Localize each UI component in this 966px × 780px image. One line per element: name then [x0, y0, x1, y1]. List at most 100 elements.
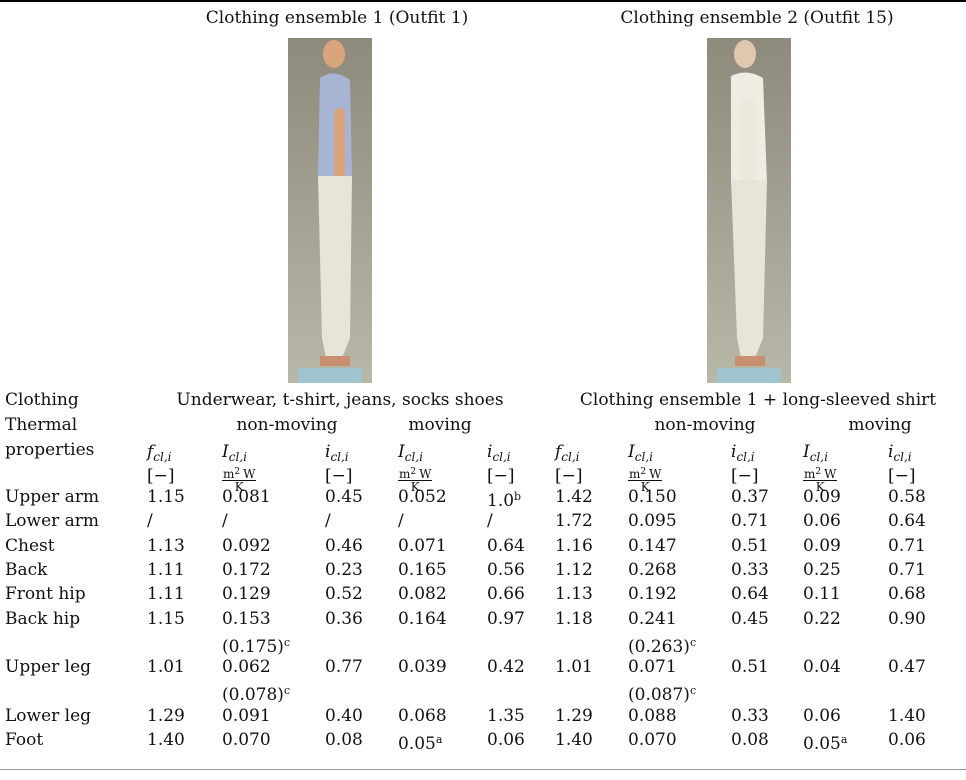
cell: 0.165: [398, 559, 447, 580]
symbol: icl,i: [888, 442, 912, 467]
unit-text: m: [399, 467, 411, 481]
cell: 0.062: [222, 657, 271, 678]
cell: 0.45: [325, 487, 363, 507]
cell-text: (0.263): [628, 636, 690, 657]
unit-exponent: 2: [815, 467, 822, 477]
symbol-letter: f: [555, 442, 562, 462]
top-rule: [0, 0, 966, 2]
symbol-subscript: cl,i: [228, 450, 247, 464]
cell: 1.40: [555, 730, 593, 750]
symbol-letter: I: [398, 442, 405, 462]
cell: 0.68: [888, 584, 926, 605]
cell: 1.11: [147, 559, 185, 580]
outfit-photo: [707, 38, 791, 383]
cell: 0.64: [888, 511, 926, 532]
cell: 0.091: [222, 705, 271, 726]
cell: 0.33: [731, 559, 769, 580]
cell: 0.06: [803, 705, 841, 726]
cell: 0.08: [731, 730, 769, 750]
unit-fraction: m2 W K: [628, 463, 663, 493]
numerator: m2 W: [398, 466, 433, 481]
cell-text: 0.05: [803, 734, 841, 754]
cell: 0.147: [628, 535, 677, 556]
condition: moving: [408, 415, 472, 435]
cell: /: [147, 511, 153, 532]
superscript: c: [283, 684, 291, 698]
bottom-rule: [0, 769, 966, 770]
cell: 0.46: [325, 535, 363, 556]
symbol: Icl,i: [803, 442, 828, 467]
unit-text: W: [419, 467, 432, 481]
symbol-subscript: cl,i: [736, 450, 755, 464]
row-label: Upper leg: [5, 657, 92, 678]
symbol-subscript: cl,i: [330, 450, 349, 464]
unit: [−]: [325, 466, 353, 486]
cell-continuation: (0.175)c: [222, 633, 290, 657]
symbol-letter: i: [731, 442, 737, 462]
cell: 1.01: [555, 657, 593, 678]
symbol: Icl,i: [628, 442, 653, 467]
cell: 0.51: [731, 535, 769, 556]
cell: 1.42: [555, 487, 593, 507]
cell: 1.16: [555, 535, 593, 556]
unit: [−]: [555, 466, 583, 486]
superscript: b: [514, 490, 522, 503]
cell: 1.40: [888, 705, 926, 726]
cell: 0.11: [803, 584, 841, 605]
unit-fraction: m2 W K: [398, 463, 433, 494]
cell: /: [487, 511, 493, 532]
condition: non-moving: [236, 415, 338, 435]
symbol: Icl,i: [398, 442, 423, 467]
fraction: m2 W K: [398, 466, 433, 494]
cell: 0.64: [731, 584, 769, 605]
symbol-letter: i: [888, 442, 894, 462]
cell: 0.66: [487, 584, 525, 605]
cell: 1.13: [555, 584, 593, 605]
symbol-letter: i: [325, 442, 331, 462]
cell: 0.071: [398, 535, 447, 556]
unit-fraction: m2 W K: [222, 463, 257, 493]
unit-text: W: [243, 467, 256, 481]
cell: /: [398, 511, 404, 532]
symbol-subscript: cl,i: [404, 450, 423, 464]
cell-text: 1.0: [487, 491, 515, 511]
symbol: fcl,i: [555, 442, 580, 467]
cell-continuation: (0.263)c: [628, 633, 696, 657]
cell: 0.06: [487, 730, 525, 750]
superscript: c: [689, 684, 697, 698]
cell: 0.36: [325, 608, 363, 629]
symbol-subscript: cl,i: [893, 450, 912, 464]
condition: moving: [848, 415, 912, 435]
denominator: K: [410, 480, 420, 494]
cell: 1.11: [147, 584, 185, 605]
cell: 0.092: [222, 535, 271, 556]
cell: 1.13: [147, 535, 185, 556]
cell: 0.05a: [803, 730, 847, 754]
cell: 0.64: [487, 535, 525, 556]
cell: 0.45: [731, 608, 769, 629]
row-label: Thermal: [5, 415, 78, 435]
cell: 0.150: [628, 487, 677, 507]
cell: 0.47: [888, 657, 926, 678]
cell: 0.06: [888, 730, 926, 750]
cell: 1.35: [487, 705, 525, 726]
cell: 0.06: [803, 511, 841, 532]
superscript: c: [283, 635, 291, 649]
symbol-letter: I: [803, 442, 810, 462]
cell: 0.33: [731, 705, 769, 726]
ensemble-description: Clothing ensemble 1 + long-sleeved shirt: [579, 390, 937, 410]
fraction: m2 W K: [222, 466, 257, 493]
cell: 1.72: [555, 511, 593, 532]
cell: 0.51: [731, 657, 769, 678]
unit: [−]: [147, 466, 175, 486]
cell: 1.01: [147, 657, 185, 678]
cell: 0.09: [803, 535, 841, 556]
unit-exponent: 2: [640, 467, 647, 477]
cell: 0.42: [487, 657, 525, 678]
cell: 0.164: [398, 608, 447, 629]
unit-text: m: [804, 467, 816, 481]
cell: 0.052: [398, 487, 447, 507]
cell: 0.05a: [398, 730, 442, 754]
cell-continuation: (0.078)c: [222, 681, 290, 705]
cell: 0.129: [222, 584, 271, 605]
